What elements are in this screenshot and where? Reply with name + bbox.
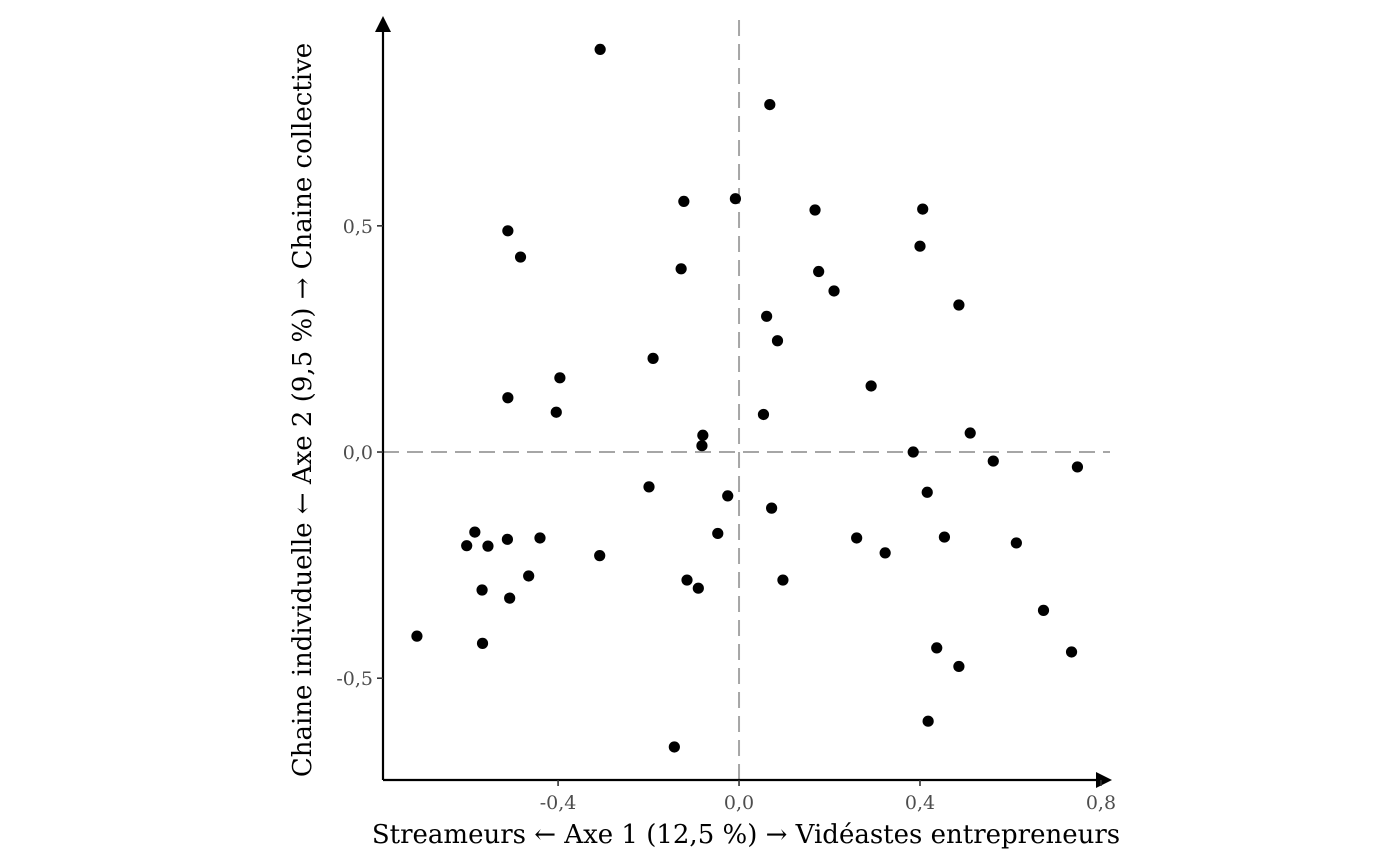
data-point — [469, 526, 481, 538]
data-point — [865, 380, 877, 392]
data-point — [917, 203, 929, 215]
data-point — [813, 265, 825, 278]
data-point — [907, 446, 919, 458]
data-point — [594, 550, 606, 562]
x-tick-label: -0,4 — [540, 792, 577, 814]
data-point — [921, 486, 933, 498]
data-point — [1071, 461, 1084, 473]
data-point — [534, 532, 546, 544]
data-point — [777, 574, 789, 586]
y-axis-title: Chaine individuelle ← Axe 2 (9,5 %) → Ch… — [288, 43, 318, 777]
data-point — [764, 98, 776, 111]
data-point — [809, 204, 821, 216]
data-point — [476, 584, 488, 596]
data-point — [1010, 537, 1022, 549]
data-point — [953, 299, 965, 311]
x-axis-title: Streameurs ← Axe 1 (12,5 %) → Vidéastes … — [372, 820, 1120, 850]
data-point — [482, 540, 494, 552]
data-point — [501, 533, 514, 545]
data-point — [931, 642, 943, 654]
data-point — [554, 372, 566, 384]
data-point — [668, 741, 680, 753]
data-point — [411, 630, 423, 642]
data-point — [766, 502, 778, 514]
x-tick-label: 0,8 — [1086, 792, 1116, 814]
data-point — [828, 285, 840, 297]
data-point — [987, 455, 999, 467]
x-tick-label: 0,4 — [905, 792, 935, 814]
data-point — [678, 195, 690, 208]
y-tick-label: 0,0 — [343, 442, 373, 464]
data-point — [1037, 604, 1050, 616]
x-tick-label: 0,0 — [724, 792, 754, 814]
data-point — [502, 392, 514, 404]
data-point — [722, 490, 734, 502]
data-point — [914, 240, 926, 252]
reference-lines — [383, 20, 1110, 780]
data-point — [550, 406, 562, 418]
data-point — [476, 637, 489, 649]
data-point — [761, 310, 773, 322]
data-point — [729, 193, 742, 205]
points — [411, 43, 1084, 753]
data-point — [851, 532, 863, 544]
data-point — [504, 592, 516, 604]
data-point — [964, 427, 976, 439]
data-point — [692, 582, 704, 594]
data-point — [594, 43, 606, 56]
x-axis-arrowhead — [1096, 772, 1112, 788]
y-ticks: -0,5 0,0 0,5 — [336, 216, 383, 690]
data-point — [643, 481, 655, 493]
data-point — [697, 429, 709, 441]
data-point — [1065, 646, 1078, 658]
data-point — [523, 570, 535, 582]
y-tick-label: 0,5 — [343, 216, 373, 238]
y-axis-arrowhead — [375, 16, 391, 32]
data-point — [647, 352, 659, 364]
x-ticks: -0,4 0,0 0,4 0,8 — [540, 780, 1116, 814]
data-point — [712, 527, 724, 540]
data-point — [675, 263, 687, 275]
data-point — [514, 251, 527, 263]
data-point — [771, 335, 784, 347]
data-point — [696, 440, 708, 452]
data-point — [681, 574, 693, 586]
data-point — [757, 408, 770, 421]
data-point — [922, 715, 934, 727]
data-point — [502, 225, 514, 237]
axes — [375, 16, 1112, 788]
data-point — [461, 540, 473, 552]
data-point — [879, 547, 891, 559]
y-tick-label: -0,5 — [336, 668, 373, 690]
data-point — [938, 531, 951, 543]
data-point — [953, 660, 965, 673]
